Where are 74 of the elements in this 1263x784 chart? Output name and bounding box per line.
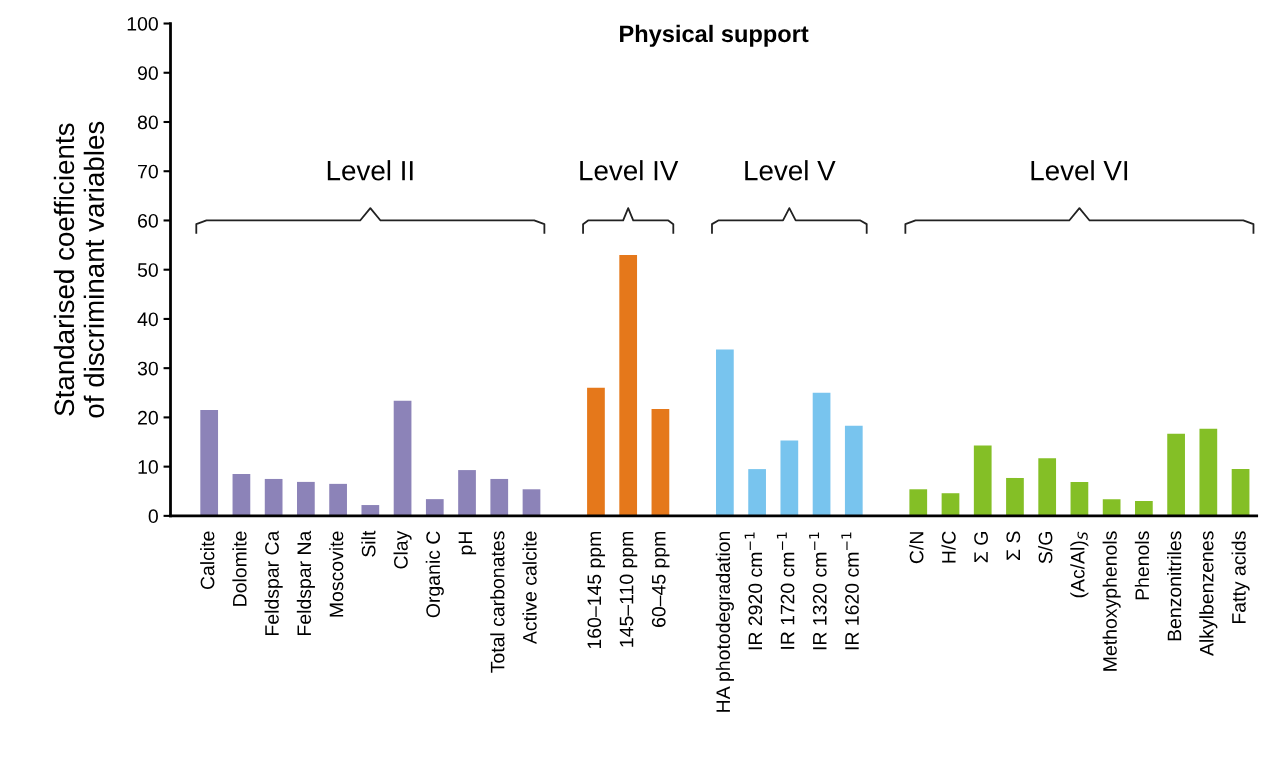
bar bbox=[1070, 481, 1089, 516]
y-tick-label: 100 bbox=[127, 16, 158, 31]
bar bbox=[1038, 458, 1057, 516]
bar bbox=[844, 425, 863, 516]
x-tick-label: Fatty acids bbox=[1231, 531, 1250, 624]
bar bbox=[748, 469, 766, 516]
annotation: Level VI bbox=[1031, 160, 1128, 181]
x-tick-label: Feldspar Ca bbox=[264, 530, 283, 635]
bar bbox=[1006, 477, 1024, 516]
chart-title: Physical support bbox=[620, 24, 809, 47]
bar bbox=[780, 440, 799, 516]
x-tick-label: Moscovite bbox=[329, 531, 344, 617]
x-tick-label: Phenols bbox=[1134, 531, 1150, 600]
x-tick-label: Clay bbox=[393, 530, 412, 569]
x-tick-label: IR 2920 cm$^{−1}$ bbox=[744, 532, 763, 650]
x-tick-label: Active calcite bbox=[522, 531, 537, 645]
bar bbox=[973, 445, 992, 516]
bar bbox=[297, 481, 315, 516]
x-tick-label: 60–45 ppm bbox=[651, 531, 670, 627]
x-tick-label: Σ S bbox=[1006, 531, 1021, 561]
x-tick-label: IR 1320 cm$^{−1}$ bbox=[809, 532, 827, 650]
x-tick-label: 145–110 ppm bbox=[619, 531, 638, 647]
x-tick-label: Organic C bbox=[425, 531, 444, 618]
annotation: Level IV bbox=[580, 160, 679, 181]
bar bbox=[490, 478, 509, 516]
y-tick-label: 70 bbox=[138, 164, 158, 179]
x-tick-label: 160–145 ppm bbox=[587, 531, 606, 649]
bar bbox=[812, 392, 831, 516]
y-tick-label: 10 bbox=[138, 460, 158, 474]
bar bbox=[232, 474, 251, 516]
x-tick-label: IR 1720 cm$^{−1}$ bbox=[776, 532, 795, 649]
annotation: Level V bbox=[745, 160, 836, 181]
bar bbox=[200, 410, 219, 516]
bar bbox=[651, 409, 670, 516]
y-axis-title: Standarised coefficients of discriminant variables bbox=[53, 121, 105, 418]
y-tick-label: 50 bbox=[137, 263, 158, 277]
x-tick-label: HA photodegradation bbox=[715, 531, 734, 712]
bar bbox=[264, 478, 283, 516]
y-tick-label: 20 bbox=[138, 410, 158, 425]
y-tick-label: 80 bbox=[137, 115, 158, 130]
bar bbox=[1102, 499, 1121, 516]
bar bbox=[393, 400, 412, 516]
bar bbox=[425, 499, 444, 516]
bar bbox=[329, 483, 347, 516]
x-tick-label: H/C bbox=[941, 531, 956, 563]
bar bbox=[619, 254, 638, 516]
x-tick-label: Benzonitriles bbox=[1167, 531, 1182, 641]
x-tick-label: Total carbonates bbox=[490, 531, 505, 673]
x-tick-label: Calcite bbox=[200, 531, 215, 590]
bar bbox=[1199, 428, 1218, 516]
bar bbox=[909, 489, 928, 516]
bar bbox=[1167, 433, 1185, 516]
x-tick-label: pH bbox=[458, 532, 477, 555]
x-tick-label: Methoxyphenols bbox=[1102, 531, 1121, 671]
y-tick-label: 30 bbox=[137, 361, 158, 376]
annotation: Level II bbox=[327, 160, 413, 181]
x-tick-label: (Ac/Al)$_{S}$ bbox=[1070, 531, 1089, 598]
x-tick-label: Feldspar Na bbox=[296, 530, 315, 635]
x-tick-label: C/N bbox=[909, 532, 924, 564]
bar bbox=[587, 387, 605, 516]
y-tick-label: 40 bbox=[137, 312, 158, 327]
bar bbox=[522, 489, 541, 516]
bar bbox=[716, 349, 734, 516]
x-tick-label: Silt bbox=[361, 530, 376, 557]
y-tick-label: 90 bbox=[137, 66, 158, 80]
x-tick-label: Σ G bbox=[974, 532, 988, 563]
x-tick-label: Dolomite bbox=[232, 531, 247, 606]
bar bbox=[458, 470, 476, 516]
bar bbox=[1231, 469, 1250, 516]
y-tick-label: 0 bbox=[148, 509, 158, 524]
x-tick-label: Alkylbenzenes bbox=[1199, 531, 1218, 656]
x-tick-label: IR 1620 cm$^{−1}$ bbox=[841, 532, 859, 650]
x-tick-label: S/G bbox=[1038, 532, 1053, 564]
y-tick-label: 60 bbox=[138, 213, 158, 228]
